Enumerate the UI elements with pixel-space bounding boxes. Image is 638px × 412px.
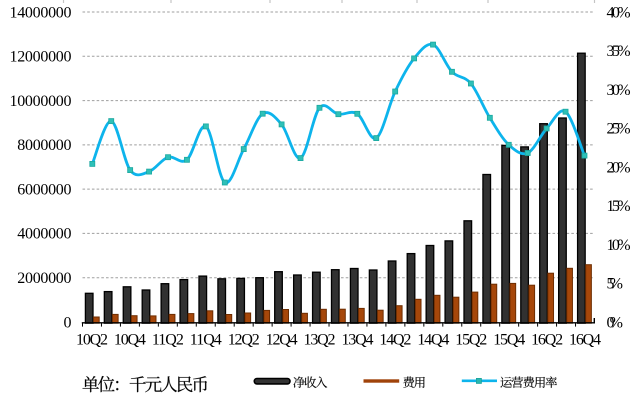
svg-text:12000000: 12000000 bbox=[10, 49, 72, 66]
svg-text:13Q2: 13Q2 bbox=[304, 331, 336, 348]
svg-text:10000000: 10000000 bbox=[10, 93, 72, 110]
svg-text:14000000: 14000000 bbox=[10, 4, 72, 21]
svg-text:15Q4: 15Q4 bbox=[493, 331, 525, 348]
svg-text:10Q4: 10Q4 bbox=[114, 331, 146, 348]
svg-text:20%: 20% bbox=[607, 159, 631, 176]
svg-text:13Q4: 13Q4 bbox=[341, 331, 373, 348]
svg-text:6000000: 6000000 bbox=[17, 181, 71, 198]
svg-text:25%: 25% bbox=[607, 121, 631, 138]
svg-text:40%: 40% bbox=[607, 4, 631, 21]
svg-text:0%: 0% bbox=[607, 314, 623, 331]
svg-text:5%: 5% bbox=[607, 276, 623, 293]
svg-text:14Q2: 14Q2 bbox=[379, 331, 411, 348]
svg-text:8000000: 8000000 bbox=[17, 137, 71, 154]
svg-text:12Q4: 12Q4 bbox=[266, 331, 298, 348]
svg-text:15%: 15% bbox=[607, 198, 631, 215]
svg-text:16Q4: 16Q4 bbox=[569, 331, 601, 348]
svg-text:0: 0 bbox=[64, 314, 72, 331]
svg-text:11Q2: 11Q2 bbox=[152, 331, 184, 348]
svg-text:16Q2: 16Q2 bbox=[531, 331, 563, 348]
svg-text:4000000: 4000000 bbox=[17, 226, 71, 243]
svg-text:15Q2: 15Q2 bbox=[455, 331, 487, 348]
svg-text:14Q4: 14Q4 bbox=[417, 331, 449, 348]
svg-text:10Q2: 10Q2 bbox=[76, 331, 108, 348]
svg-text:30%: 30% bbox=[607, 82, 631, 99]
svg-text:35%: 35% bbox=[607, 43, 631, 60]
svg-text:12Q2: 12Q2 bbox=[228, 331, 260, 348]
svg-text:10%: 10% bbox=[607, 237, 631, 254]
svg-text:2000000: 2000000 bbox=[17, 270, 71, 287]
svg-text:11Q4: 11Q4 bbox=[190, 331, 222, 348]
